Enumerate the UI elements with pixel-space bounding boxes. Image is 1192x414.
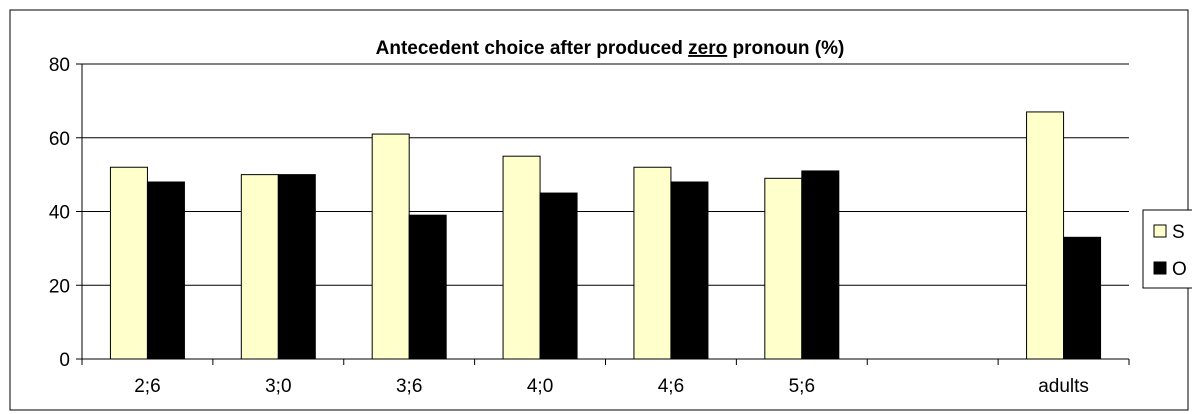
legend-label-s: S bbox=[1172, 222, 1185, 243]
bar-s-5;6 bbox=[764, 177, 803, 360]
bar-s-adults bbox=[1026, 111, 1065, 360]
chart-border bbox=[9, 9, 1189, 411]
x-tick-label: 3;0 bbox=[265, 376, 291, 397]
bar-o-3;0 bbox=[277, 174, 316, 360]
chart-title-part-3: pronoun (%) bbox=[727, 38, 844, 59]
x-tick-label: 4;0 bbox=[527, 376, 553, 397]
x-tick-labels: 2;6 3;0 3;6 4;0 4;6 5;6 adults bbox=[134, 376, 1089, 397]
bar-o-4;6 bbox=[670, 181, 709, 360]
legend-swatch-o bbox=[1153, 261, 1167, 275]
bar-o-adults bbox=[1063, 236, 1102, 360]
y-tick-labels: 0 20 40 60 80 bbox=[49, 55, 70, 371]
axes bbox=[76, 63, 1130, 365]
bar-o-5;6 bbox=[801, 170, 840, 360]
y-tick-label: 0 bbox=[59, 350, 70, 371]
y-tick-label: 80 bbox=[49, 55, 70, 76]
bar-s-4;0 bbox=[502, 155, 541, 360]
legend-label-o: O bbox=[1172, 259, 1187, 280]
y-tick-label: 40 bbox=[49, 203, 70, 224]
chart-title-part-1: Antecedent choice after produced bbox=[376, 38, 689, 59]
bar-s-3;6 bbox=[371, 133, 410, 360]
legend-swatch-s bbox=[1153, 224, 1167, 238]
legend-box bbox=[1142, 209, 1192, 289]
chart-title: Antecedent choice after produced zero pr… bbox=[376, 38, 845, 59]
x-tick-label: 2;6 bbox=[134, 376, 160, 397]
bar-o-4;0 bbox=[539, 192, 578, 360]
x-tick-label: 5;6 bbox=[789, 376, 815, 397]
x-tick-label: 3;6 bbox=[396, 376, 422, 397]
y-tick-label: 20 bbox=[49, 276, 70, 297]
bar-s-2;6 bbox=[109, 166, 148, 360]
bars bbox=[109, 111, 1102, 360]
chart-title-part-2: zero bbox=[688, 38, 727, 59]
bar-s-4;6 bbox=[633, 166, 672, 360]
x-tick-label: adults bbox=[1038, 376, 1089, 397]
bar-o-3;6 bbox=[408, 214, 447, 360]
legend: S O bbox=[1142, 209, 1192, 289]
x-tick-label: 4;6 bbox=[658, 376, 684, 397]
y-tick-label: 60 bbox=[49, 129, 70, 150]
bar-o-2;6 bbox=[146, 181, 185, 360]
bar-s-3;0 bbox=[240, 174, 279, 360]
